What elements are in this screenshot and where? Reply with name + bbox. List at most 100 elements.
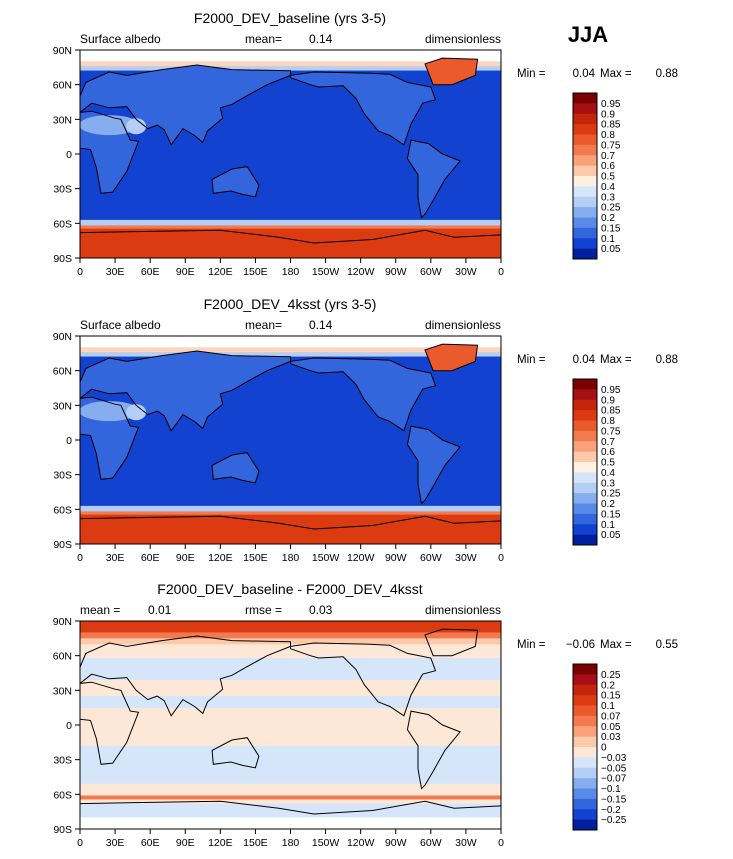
- x-tick-label: 60E: [141, 837, 160, 849]
- colorbar-swatch: [573, 441, 597, 453]
- diff-sea-ice-band: [80, 795, 501, 800]
- sea-ice-band: [80, 511, 501, 544]
- arctic-ice-band: [80, 61, 501, 67]
- colorbar-swatch: [573, 809, 597, 821]
- y-tick-label: 60S: [53, 504, 72, 516]
- coastline: [80, 350, 291, 432]
- colorbar-swatch: [573, 715, 597, 727]
- x-tick-label: 0: [77, 266, 83, 278]
- colorbar-label: 0.75: [601, 426, 621, 437]
- panel-center-label: mean=: [245, 318, 282, 332]
- colorbar-label: 0.3: [601, 478, 615, 489]
- min-label: Min =: [517, 68, 546, 80]
- arctic-transition-band: [80, 352, 501, 357]
- y-tick-label: 60N: [53, 80, 72, 92]
- colorbar-label: −0.15: [601, 794, 627, 805]
- colorbar-swatch: [573, 165, 597, 177]
- map-field: [80, 621, 501, 829]
- colorbar-label: 0.95: [601, 99, 621, 110]
- colorbar-swatch: [573, 238, 597, 250]
- colorbar-swatch: [573, 534, 597, 546]
- colorbar-label: 0.1: [601, 520, 615, 531]
- max-value: 0.88: [656, 354, 678, 366]
- colorbar-label: 0.25: [601, 489, 621, 500]
- x-tick-label: 30W: [455, 837, 477, 849]
- panel-units: dimensionless: [425, 603, 501, 617]
- map-panel-3: F2000_DEV_baseline - F2000_DEV_4ksstmean…: [53, 581, 678, 849]
- min-value: −0.06: [566, 639, 595, 651]
- coastline: [290, 71, 437, 146]
- colorbar-swatch: [573, 451, 597, 463]
- desert-fill: [126, 404, 147, 421]
- colorbar-frame: [572, 378, 598, 546]
- panel-left-label: mean =: [80, 603, 120, 617]
- colorbar-label: 0.1: [601, 234, 615, 245]
- colorbar-label: 0.7: [601, 437, 615, 448]
- colorbar-label: 0.6: [601, 447, 615, 458]
- coastline: [80, 681, 140, 765]
- colorbar-label: 0.15: [601, 691, 621, 702]
- diff-arctic-band: [80, 621, 501, 633]
- colorbar-label: 0.3: [601, 192, 615, 203]
- y-tick-label: 60S: [53, 789, 72, 801]
- colorbar-label: −0.05: [601, 763, 627, 774]
- x-tick-label: 30W: [455, 552, 477, 564]
- x-tick-label: 90E: [176, 552, 195, 564]
- colorbar-swatch: [573, 482, 597, 494]
- x-tick-label: 120E: [208, 552, 233, 564]
- colorbar-label: 0.05: [601, 530, 621, 541]
- map-panel-1: F2000_DEV_baseline (yrs 3-5) Surface albe…: [53, 10, 678, 278]
- y-tick-label: 30S: [53, 470, 72, 482]
- y-tick-label: 30S: [53, 184, 72, 196]
- colorbar-swatch: [573, 462, 597, 473]
- max-value: 0.88: [656, 68, 678, 80]
- colorbar-label: 0.2: [601, 680, 615, 691]
- colorbar-swatch: [573, 93, 597, 104]
- colorbar-label: −0.25: [601, 815, 627, 826]
- colorbar-label: 0.1: [601, 701, 615, 712]
- y-tick-label: 60N: [53, 651, 72, 663]
- panel-center-label: rmse =: [245, 603, 282, 617]
- colorbar-swatch: [573, 472, 597, 484]
- y-tick-label: 90S: [53, 824, 72, 836]
- desert-fill: [80, 401, 140, 422]
- colorbar-swatch: [573, 513, 597, 525]
- max-label: Max =: [600, 354, 632, 366]
- panel-left-label: Surface albedo: [80, 318, 161, 332]
- x-tick-label: 150E: [243, 552, 268, 564]
- diff-negative-band: [80, 657, 501, 680]
- colorbar-label: 0.05: [601, 722, 621, 733]
- greenland-ice: [425, 344, 478, 371]
- colorbar-label: 0.7: [601, 151, 615, 162]
- coastline: [406, 139, 461, 219]
- colorbar-label: 0.75: [601, 140, 621, 151]
- colorbar-swatch: [573, 103, 597, 115]
- y-tick-label: 60S: [53, 218, 72, 230]
- colorbar-swatch: [573, 778, 597, 789]
- coastline: [80, 110, 140, 194]
- colorbar-label: 0.5: [601, 172, 615, 183]
- no-data-band: [80, 817, 501, 829]
- coastline: [424, 343, 479, 372]
- x-tick-label: 90W: [385, 266, 407, 278]
- greenland-ice: [425, 58, 478, 85]
- panel-center-value: 0.14: [309, 32, 333, 46]
- y-tick-label: 90N: [53, 331, 72, 343]
- coastline: [211, 737, 260, 769]
- x-tick-label: 0: [498, 837, 504, 849]
- diff-arctic-band: [80, 632, 501, 642]
- colorbar: 0.950.90.850.80.750.70.60.50.40.30.250.2…: [572, 378, 621, 546]
- colorbar-swatch: [573, 134, 597, 146]
- colorbar: 0.950.90.850.80.750.70.60.50.40.30.250.2…: [572, 92, 621, 260]
- x-tick-label: 180: [282, 552, 300, 564]
- map-field: [80, 50, 501, 258]
- x-tick-label: 30W: [455, 266, 477, 278]
- colorbar-swatch: [573, 379, 597, 390]
- x-tick-label: 90W: [385, 552, 407, 564]
- coastline: [80, 396, 140, 480]
- x-tick-label: 30E: [106, 266, 125, 278]
- panel-title: F2000_DEV_4ksst (yrs 3-5): [204, 296, 377, 312]
- y-tick-label: 0: [66, 149, 72, 161]
- colorbar-frame: [572, 663, 598, 831]
- coastline: [80, 64, 291, 146]
